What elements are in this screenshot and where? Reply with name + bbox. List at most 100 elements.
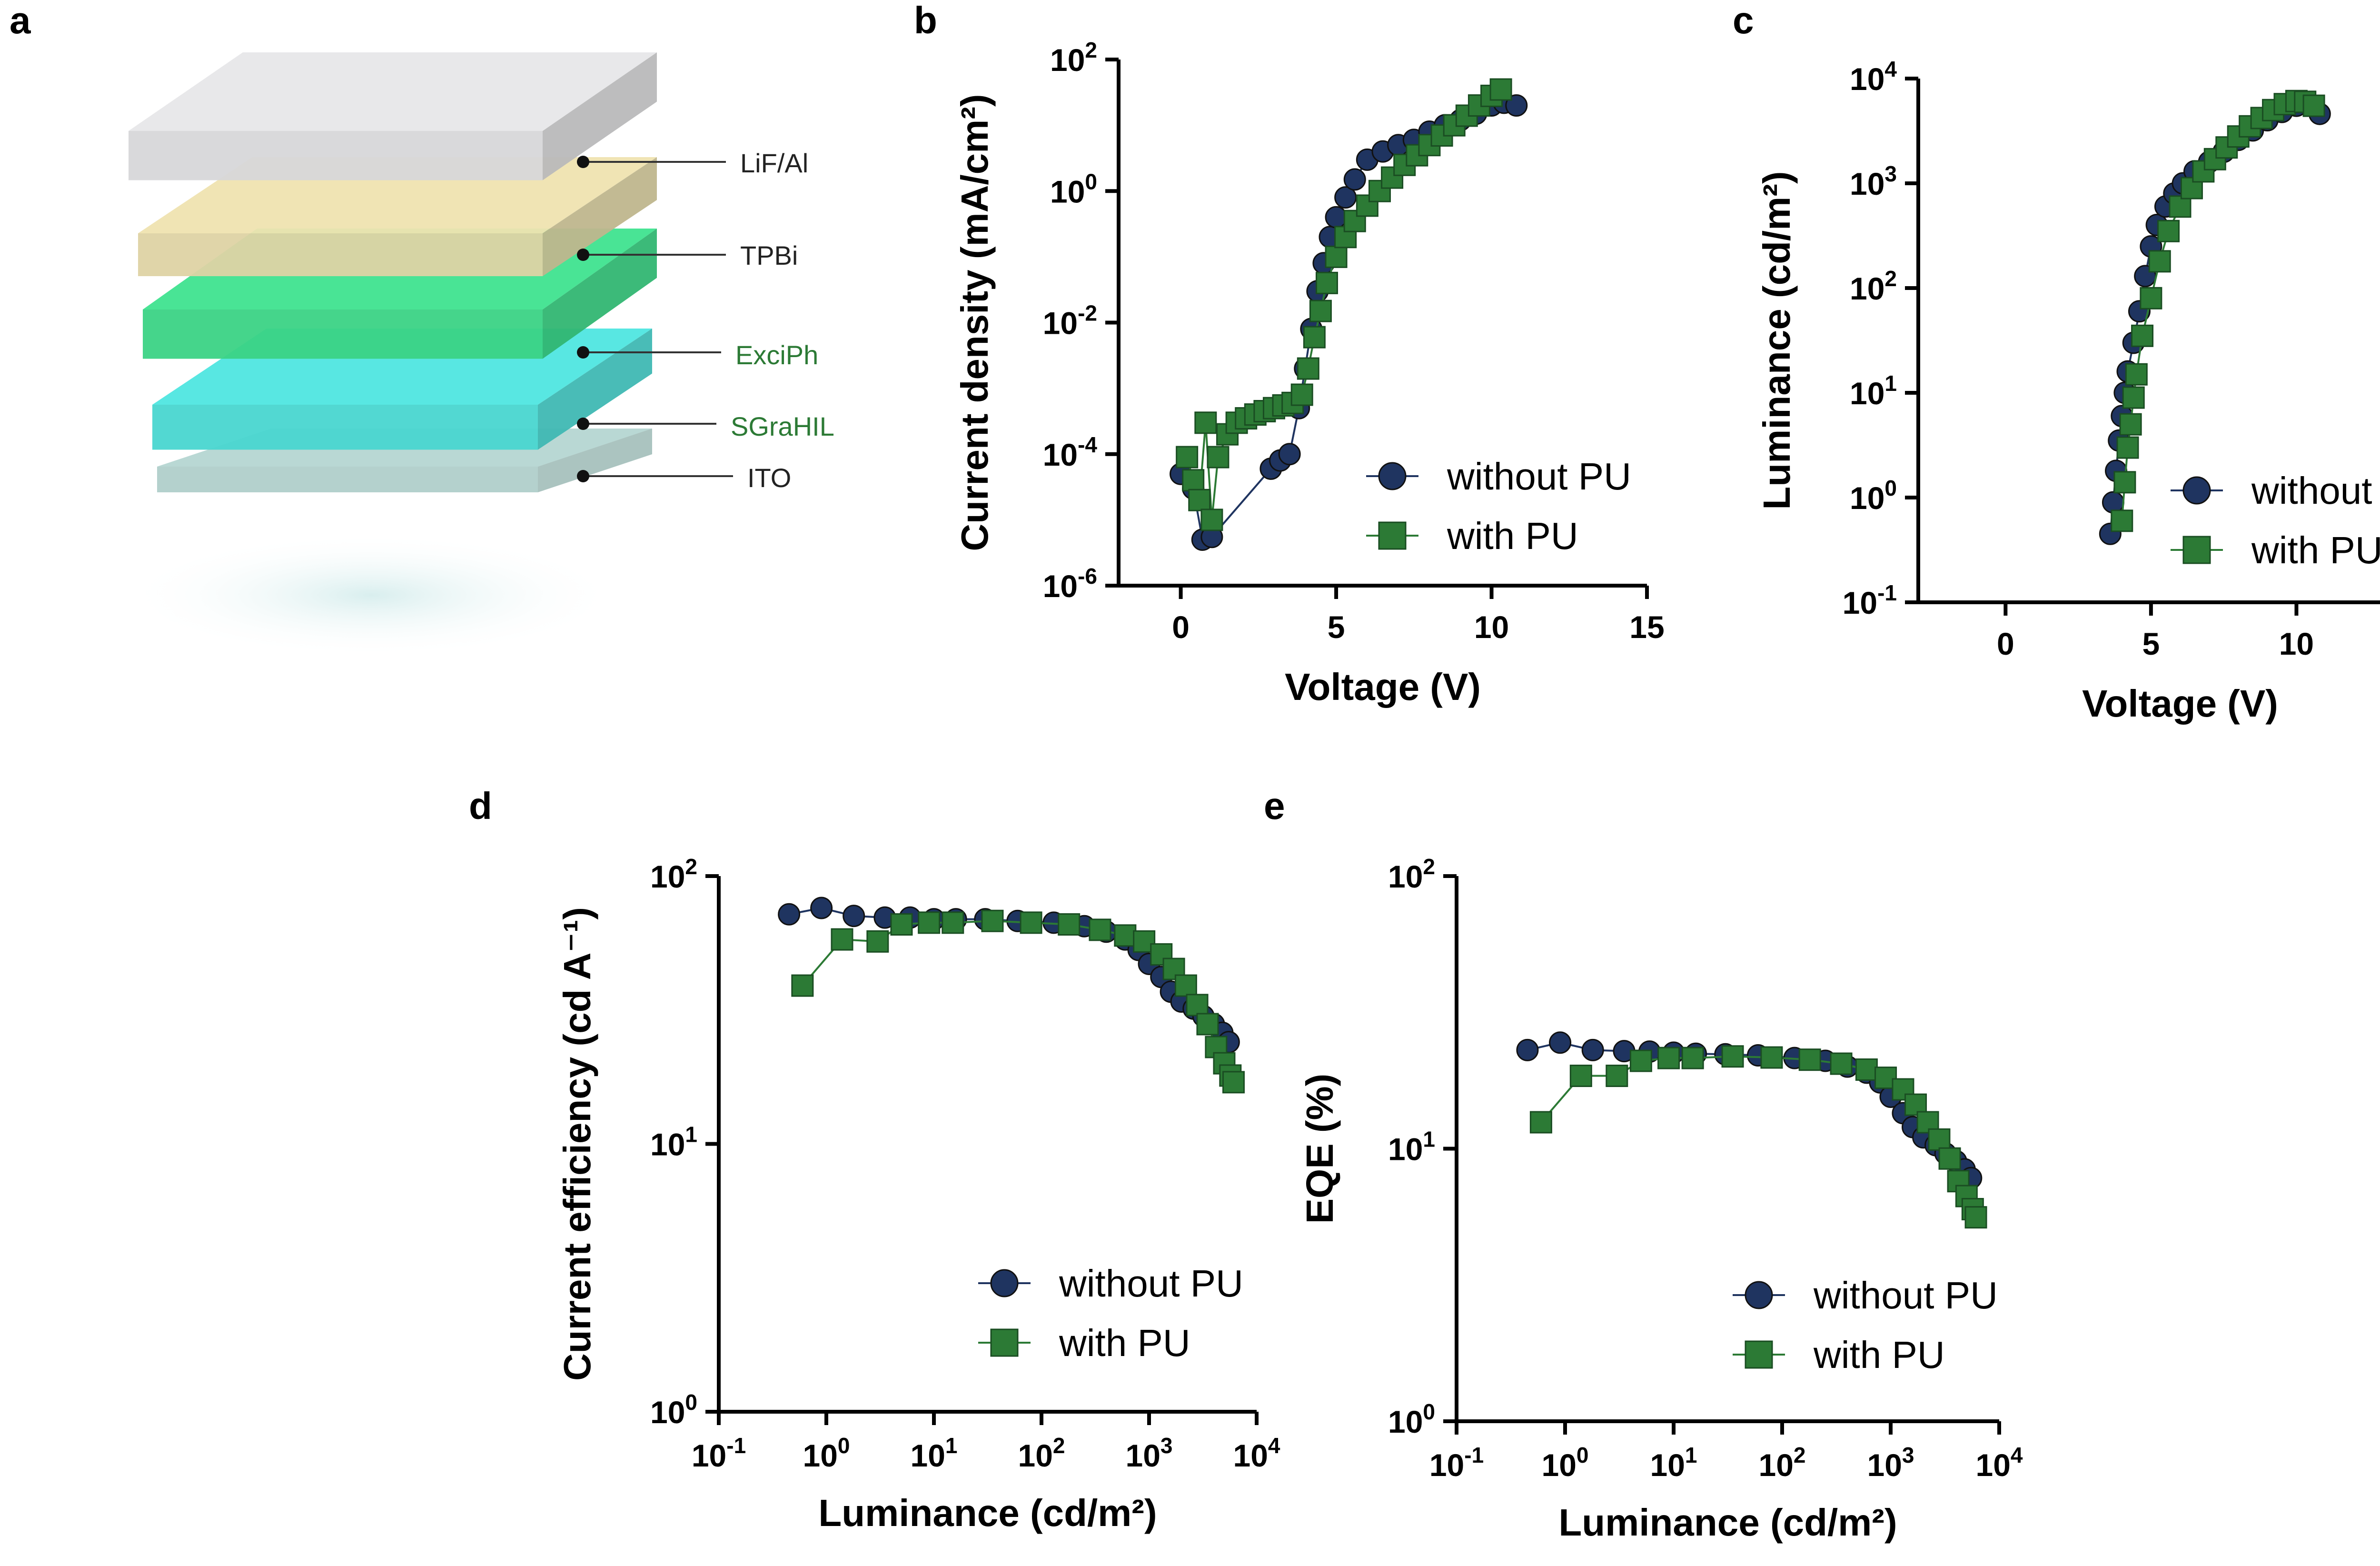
legend-label: with PU — [1059, 1322, 1190, 1364]
stack-label: LiF/Al — [577, 148, 808, 178]
legend-entry: with PU — [1366, 515, 1578, 557]
x-axis-title: Luminance (cd/m²) — [1558, 1501, 1897, 1544]
device-stack-panel: a LiF/Al TPBi ExciPh SGraHIL ITO — [10, 0, 834, 657]
data-point — [843, 905, 865, 928]
data-point — [1830, 1052, 1853, 1075]
x-tick-label: 101 — [1650, 1443, 1697, 1483]
stack-label: ITO — [577, 463, 791, 493]
leader-dot — [577, 156, 589, 168]
legend: without PU with PU — [1366, 455, 1631, 557]
series-with-pu — [1529, 1045, 1987, 1229]
data-point — [1657, 1047, 1680, 1069]
data-point — [778, 903, 801, 926]
legend-entry: without PU — [1366, 455, 1631, 498]
data-point — [1516, 1038, 1539, 1061]
y-tick-label: 101 — [1850, 371, 1897, 411]
x-axis-title: Voltage (V) — [2082, 682, 2278, 725]
data-point — [1629, 1049, 1652, 1072]
data-point — [1089, 918, 1111, 941]
y-tick-label: 104 — [1850, 57, 1897, 97]
y-tick-label: 101 — [1388, 1127, 1435, 1167]
data-point — [1745, 1340, 1773, 1369]
y-tick-label: 100 — [1850, 476, 1897, 516]
data-point — [2119, 413, 2142, 436]
data-point — [1378, 521, 1407, 550]
data-point — [1207, 446, 1230, 469]
data-point — [2302, 94, 2325, 117]
legend-label: with PU — [1813, 1334, 1945, 1376]
legend-label: with PU — [2251, 529, 2380, 571]
y-tick-label: 102 — [1850, 266, 1897, 306]
data-point — [1938, 1147, 1961, 1170]
layer-label: ExciPh — [735, 340, 818, 370]
y-tick-label: 100 — [650, 1390, 697, 1430]
x-tick-label: 100 — [803, 1433, 850, 1473]
legend-entry: with PU — [2171, 529, 2380, 571]
x-tick-label: 15 — [1629, 609, 1664, 645]
legend: without PU with PU — [1733, 1274, 1998, 1376]
legend-label: without PU — [1059, 1262, 1243, 1305]
x-axis-title: Voltage (V) — [1285, 666, 1481, 708]
data-point — [1928, 1128, 1951, 1151]
data-point — [1529, 1111, 1552, 1134]
x-tick-label: 5 — [2142, 626, 2160, 661]
data-point — [2111, 509, 2133, 532]
y-tick-label: 102 — [1388, 854, 1435, 894]
legend-label: without PU — [1447, 455, 1631, 498]
legend-entry: with PU — [978, 1322, 1190, 1364]
data-point — [1182, 469, 1205, 492]
data-point — [1150, 943, 1173, 966]
data-point — [1114, 924, 1137, 947]
y-tick-label: 101 — [650, 1122, 697, 1162]
x-tick-label: 103 — [1125, 1433, 1172, 1473]
data-point — [2131, 324, 2154, 347]
legend-entry: without PU — [1733, 1274, 1998, 1317]
x-tick-label: 104 — [1233, 1433, 1280, 1473]
panel-letter-c: c — [1733, 0, 1754, 41]
stack-shadow — [124, 533, 619, 657]
y-tick-label: 103 — [1850, 161, 1897, 201]
y-tick-label: 10-1 — [1843, 580, 1897, 620]
data-point — [866, 930, 889, 953]
data-point — [791, 974, 814, 997]
x-tick-label: 104 — [1975, 1443, 2023, 1483]
y-tick-label: 10-2 — [1043, 301, 1097, 341]
data-point — [1309, 299, 1332, 322]
layer-label: SGraHIL — [731, 411, 834, 441]
series-with-pu — [1176, 78, 1512, 531]
data-point — [2122, 386, 2145, 409]
y-tick-label: 100 — [1388, 1399, 1435, 1439]
data-point — [1721, 1045, 1744, 1068]
data-point — [1489, 78, 1512, 101]
data-point — [1200, 509, 1223, 531]
data-point — [1222, 1071, 1245, 1094]
data-point — [1188, 489, 1211, 511]
data-point — [2140, 287, 2162, 309]
x-tick-label: 10 — [1474, 609, 1509, 645]
legend: without PU with PU — [2171, 469, 2380, 571]
data-point — [1325, 245, 1348, 268]
data-point — [918, 911, 941, 934]
x-tick-label: 10 — [2279, 626, 2314, 661]
data-point — [1194, 411, 1217, 434]
data-point — [2169, 195, 2192, 218]
data-point — [1549, 1031, 1572, 1054]
data-point — [1196, 1013, 1219, 1036]
legend-entry: without PU — [2171, 469, 2380, 512]
stack-layer — [129, 52, 657, 180]
legend-entry: without PU — [978, 1262, 1243, 1305]
data-point — [1378, 462, 1407, 490]
x-tick-label: 102 — [1018, 1433, 1065, 1473]
x-tick-label: 100 — [1541, 1443, 1588, 1483]
y-axis-title: Current efficiency (cd A⁻¹) — [556, 907, 598, 1381]
x-tick-label: 5 — [1328, 609, 1345, 645]
stack-labels: LiF/Al TPBi ExciPh SGraHIL ITO — [577, 148, 834, 493]
data-point — [2148, 250, 2171, 273]
data-point — [1176, 446, 1199, 469]
data-point — [1325, 206, 1348, 229]
data-point — [1343, 168, 1366, 191]
legend-entry: with PU — [1733, 1334, 1945, 1376]
